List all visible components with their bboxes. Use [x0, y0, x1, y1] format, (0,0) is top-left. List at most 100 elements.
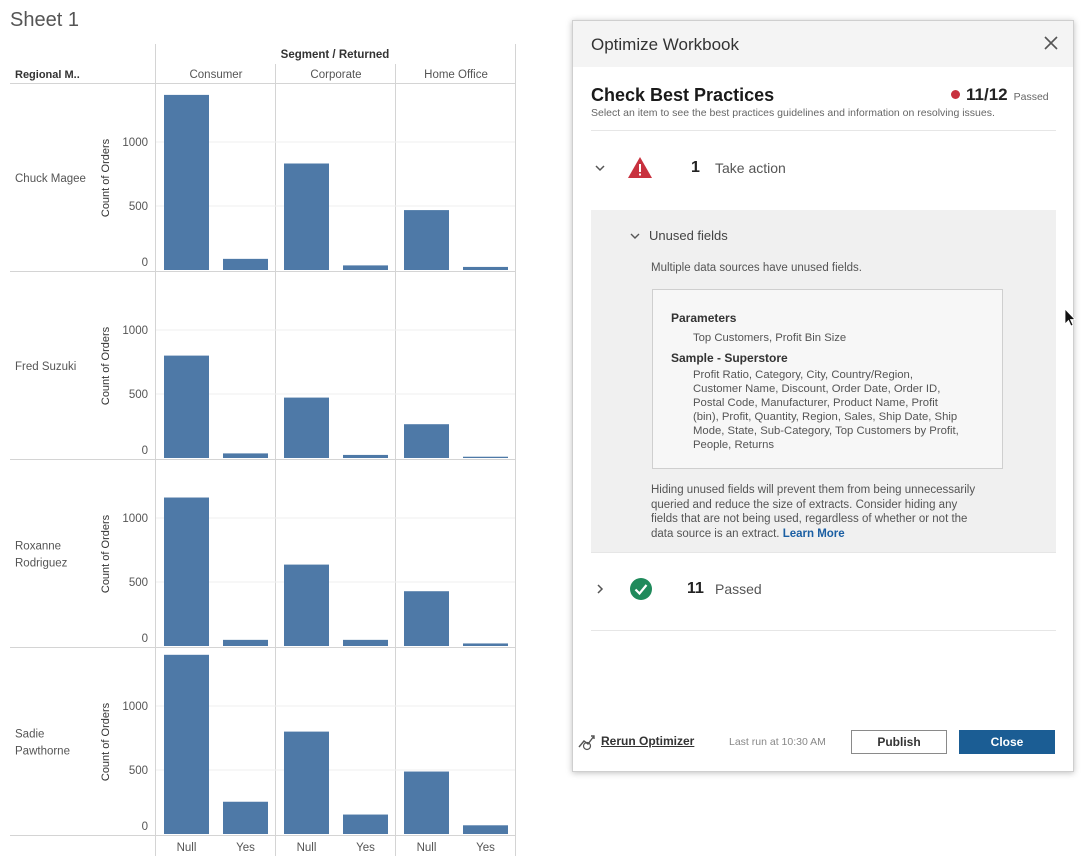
warning-icon	[628, 157, 652, 178]
status-dot-icon	[951, 90, 960, 99]
take-action-count: 1	[691, 159, 700, 176]
segment-header: Home Office	[424, 69, 488, 81]
bar	[404, 210, 449, 270]
segment-header: Consumer	[189, 69, 242, 81]
unused-fields-list: Parameters Top Customers, Profit Bin Siz…	[652, 289, 1003, 469]
bar	[404, 591, 449, 646]
dialog-header: Optimize Workbook	[573, 21, 1073, 67]
row-label: Chuck Magee	[15, 173, 86, 185]
bar	[223, 258, 268, 270]
y-tick-label: 1000	[122, 137, 148, 149]
sheet-title: Sheet 1	[10, 9, 79, 31]
row-label: Sadie	[15, 729, 44, 741]
passed-row[interactable]: 11 Passed	[591, 568, 1056, 612]
publish-button[interactable]: Publish	[851, 730, 947, 754]
y-tick-label: 500	[129, 201, 148, 213]
passed-count: 11	[687, 580, 704, 597]
bar	[404, 771, 449, 834]
bar	[164, 654, 209, 834]
row-label: Rodriguez	[15, 558, 68, 570]
y-tick-label: 0	[142, 821, 148, 833]
rerun-optimizer-label: Rerun Optimizer	[601, 734, 695, 748]
y-tick-label: 1000	[122, 513, 148, 525]
close-button[interactable]: Close	[959, 730, 1055, 754]
y-tick-label: 0	[142, 445, 148, 457]
check-circle-icon	[630, 578, 652, 600]
bar	[463, 825, 508, 834]
learn-more-link[interactable]: Learn More	[782, 527, 845, 540]
field-line: Customer Name, Discount, Order Date, Ord…	[693, 383, 941, 395]
row-label: Pawthorne	[15, 746, 70, 758]
note-line: fields that are not being used, regardle…	[651, 513, 968, 525]
chevron-right-icon[interactable]	[593, 582, 607, 596]
bar	[404, 424, 449, 458]
unused-fields-panel: Unused fields Multiple data sources have…	[591, 210, 1056, 552]
bar	[223, 639, 268, 646]
bar	[284, 564, 329, 646]
unused-fields-note: Hiding unused fields will prevent them f…	[651, 483, 1011, 541]
x-tick-label: Yes	[476, 842, 495, 854]
dialog-title: Optimize Workbook	[591, 35, 740, 54]
y-tick-label: 0	[142, 633, 148, 645]
y-axis-label: Count of Orders	[100, 702, 112, 781]
field-line: People, Returns	[693, 439, 775, 451]
trellis-bar-chart: Segment / Returned Regional M.. Consumer Co…	[10, 44, 516, 856]
y-axis-label: Count of Orders	[100, 138, 112, 217]
note-line: queried and reduce the size of extracts.…	[651, 498, 958, 511]
mouse-cursor-icon	[1064, 308, 1076, 327]
column-header-title: Segment / Returned	[281, 49, 390, 61]
bar	[343, 265, 388, 270]
chevron-down-icon[interactable]	[593, 161, 607, 175]
score-label: Passed	[1013, 91, 1049, 103]
dialog-subtitle: Select an item to see the best practices…	[591, 107, 995, 119]
group-items-sample-superstore: Profit Ratio, Category, City, Country/Re…	[693, 368, 993, 452]
field-line: (bin), Profit, Quantity, Region, Sales, …	[693, 411, 958, 423]
field-line: Mode, State, Sub-Category, Top Customers…	[693, 425, 959, 437]
take-action-label: Take action	[715, 160, 786, 176]
group-items-parameters: Top Customers, Profit Bin Size	[693, 332, 847, 344]
bar	[164, 355, 209, 458]
y-tick-label: 500	[129, 765, 148, 777]
y-axis-label: Count of Orders	[100, 514, 112, 593]
bar	[164, 497, 209, 646]
bar	[343, 454, 388, 458]
take-action-row[interactable]: 1 Take action	[591, 147, 1056, 191]
unused-fields-toggle[interactable]: Unused fields	[629, 228, 728, 243]
y-axis-label: Count of Orders	[100, 326, 112, 405]
chevron-down-icon[interactable]	[629, 230, 641, 242]
row-label: Roxanne	[15, 541, 61, 553]
bar	[284, 163, 329, 270]
unused-fields-description: Multiple data sources have unused fields…	[651, 262, 862, 274]
note-line-text: data source is an extract.	[651, 527, 783, 540]
optimize-workbook-dialog: Optimize Workbook Check Best Practices 1…	[572, 20, 1074, 772]
x-tick-label: Yes	[236, 842, 255, 854]
bar	[343, 814, 388, 834]
bar	[284, 397, 329, 458]
bar	[343, 639, 388, 646]
bar	[284, 731, 329, 834]
bar	[463, 643, 508, 646]
segment-header: Corporate	[310, 69, 361, 81]
bar	[463, 266, 508, 270]
y-tick-label: 500	[129, 577, 148, 589]
x-tick-label: Null	[417, 842, 437, 854]
x-tick-label: Null	[297, 842, 317, 854]
field-line: Profit Ratio, Category, City, Country/Re…	[693, 369, 913, 381]
row-label: Fred Suzuki	[15, 361, 76, 373]
bar	[164, 94, 209, 270]
score: 11/12 Passed	[951, 85, 1049, 105]
y-tick-label: 1000	[122, 325, 148, 337]
divider	[591, 630, 1056, 631]
y-tick-label: 0	[142, 257, 148, 269]
group-title-parameters: Parameters	[671, 311, 737, 325]
unused-fields-label: Unused fields	[649, 228, 728, 243]
x-tick-label: Null	[177, 842, 197, 854]
close-icon[interactable]	[1041, 33, 1061, 53]
passed-label: Passed	[715, 581, 762, 597]
rerun-optimizer-link[interactable]: Rerun Optimizer	[578, 734, 695, 751]
note-line: Hiding unused fields will prevent them f…	[651, 484, 976, 496]
note-line: data source is an extract. Learn More	[651, 527, 1011, 542]
divider	[591, 130, 1056, 131]
divider	[591, 552, 1056, 553]
row-header-title: Regional M..	[15, 69, 80, 81]
